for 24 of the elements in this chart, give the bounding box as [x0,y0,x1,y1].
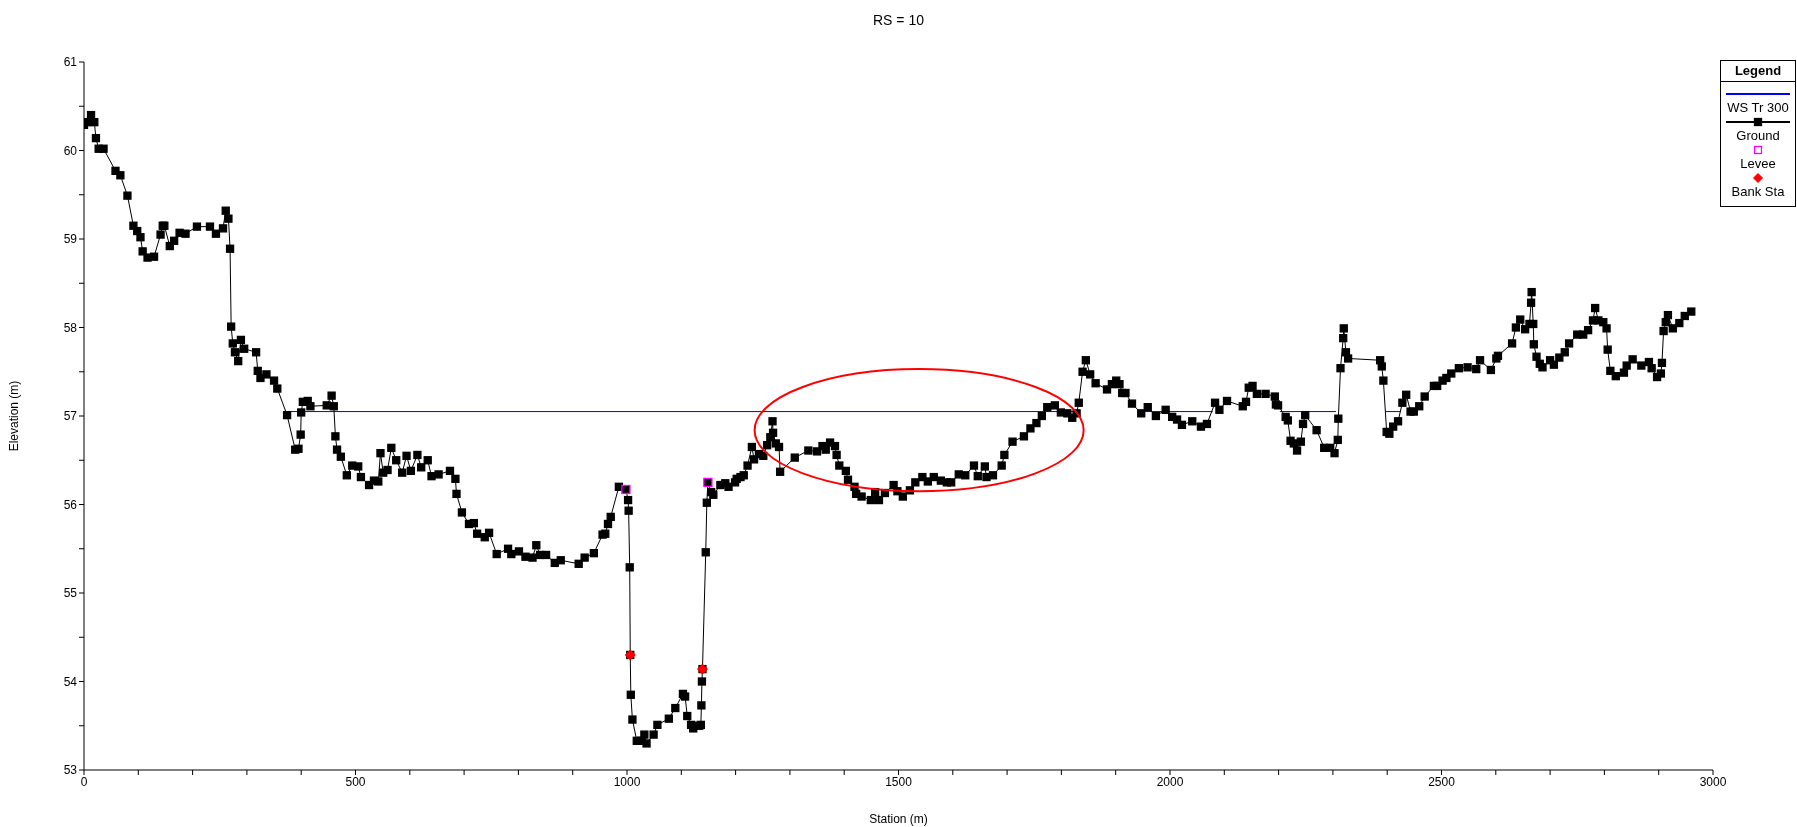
x-tick-label: 2000 [1156,774,1184,789]
y-axis-title: Elevation (m) [7,380,22,452]
x-tick-label: 1000 [613,774,641,789]
x-tick-label: 0 [80,774,88,789]
y-tick-label: 55 [63,586,78,601]
y-tick-label: 57 [63,409,78,424]
chart-title: RS = 10 [872,12,925,28]
y-tick-label: 60 [63,143,78,158]
y-tick-label: 56 [63,497,78,512]
y-tick-label: 54 [63,674,78,689]
y-tick-label: 53 [63,763,78,778]
legend-title: Legend [1721,61,1795,82]
x-tick-label: 1500 [885,774,913,789]
x-axis-title: Station (m) [869,812,928,826]
legend-label: Levee [1739,156,1777,171]
legend-label: Bank Sta [1730,184,1786,199]
y-tick-label: 59 [63,232,78,247]
x-tick-label: 3000 [1699,774,1727,789]
y-tick-label: 58 [63,320,78,335]
x-tick-label: 500 [345,774,366,789]
x-tick-label: 2500 [1428,774,1456,789]
y-tick-label: 61 [63,55,78,70]
legend-label: WS Tr 300 [1726,100,1790,115]
legend-label: Ground [1735,128,1781,143]
